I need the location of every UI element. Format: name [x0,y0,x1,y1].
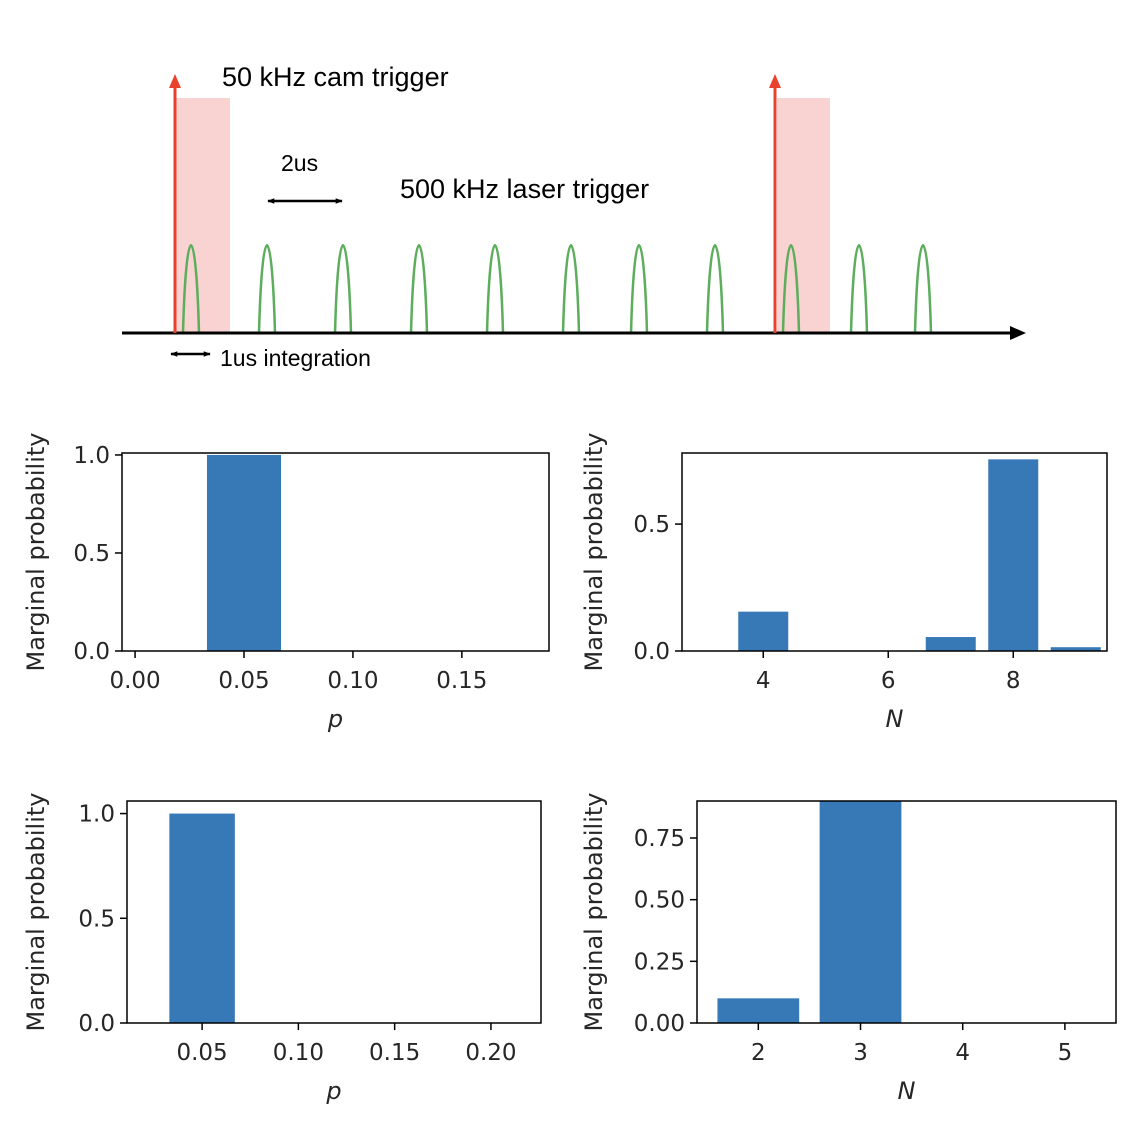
plot-frame [126,800,542,1024]
bar-2-2 [925,637,976,651]
bar-2-1 [738,611,789,651]
y-tick-label: 0.75 [634,826,685,852]
x-tick-label: 0.05 [218,668,269,694]
laser-pulse-6 [561,244,581,334]
y-axis-label: Marginal probability [580,792,608,1031]
bar-4-2 [819,801,902,1023]
x-axis-label: N [886,705,904,733]
x-tick-label: 0.15 [369,1040,420,1066]
laser-pulse-11 [913,244,933,334]
laser-pulse-4 [409,244,429,334]
cam-trigger-arrowhead-2 [769,74,781,88]
x-tick-label: 3 [853,1040,868,1066]
laser-pulse-2 [257,244,277,334]
x-tick-label: 4 [955,1040,970,1066]
x-tick-label: 0.05 [176,1040,227,1066]
period-label: 2us [281,150,318,176]
y-tick-label: 0.0 [73,639,110,665]
plot-frame [696,800,1117,1024]
y-tick-label: 0.00 [634,1011,685,1037]
laser-trigger-label: 500 kHz laser trigger [400,174,649,204]
bar-4-1 [717,998,800,1023]
x-tick-label: 0.20 [465,1040,516,1066]
bar-1-1 [206,454,282,651]
x-axis-label: N [898,1077,916,1105]
x-tick-label: 0.10 [273,1040,324,1066]
y-tick-label: 0.50 [634,888,685,914]
y-tick-label: 0.5 [73,541,110,567]
x-tick-label: 4 [756,668,771,694]
y-axis-label: Marginal probability [22,792,50,1031]
laser-pulse-9 [781,244,801,334]
chart-n-bottom: 2 3 4 5 0.00 0.25 0.50 0.75 N Marginal probabilit… [580,792,1117,1105]
cam-trigger-label: 50 kHz cam trigger [222,62,449,92]
laser-pulse-10 [849,244,869,334]
integration-label: 1us integration [220,345,371,371]
y-axis-label: Marginal probability [22,432,50,671]
laser-pulses [181,244,933,334]
x-tick-label: 8 [1006,668,1021,694]
y-tick-label: 0.0 [633,639,670,665]
laser-pulse-3 [333,244,353,334]
time-axis-arrowhead [1010,326,1026,340]
chart-p-bottom: 0.05 0.10 0.15 0.20 0.0 0.5 1.0 p Marginal proba… [22,792,542,1105]
laser-pulse-7 [629,244,649,334]
x-tick-label: 6 [881,668,896,694]
cam-trigger-arrowhead-1 [169,74,181,88]
laser-pulse-8 [705,244,725,334]
y-tick-label: 0.5 [633,512,670,538]
bar-2-3 [988,459,1039,651]
exposure-window-2 [777,98,830,333]
x-axis-label: p [327,705,343,733]
y-axis-label: Marginal probability [580,432,608,671]
x-axis-label: p [325,1077,341,1105]
y-tick-label: 0.5 [78,906,115,932]
plot-frame [681,452,1108,652]
chart-p-top: 0.00 0.05 0.10 0.15 0.0 0.5 1.0 p Marginal proba… [22,432,550,733]
y-tick-label: 1.0 [78,802,115,828]
laser-pulse-5 [485,244,505,334]
y-tick-label: 0.25 [634,949,685,975]
chart-n-top: 4 6 8 0.0 0.5 N Marginal probability [580,432,1108,733]
bar-2-4 [1050,647,1101,651]
y-tick-label: 0.0 [78,1011,115,1037]
x-tick-label: 0.10 [327,668,378,694]
plot-frame [121,452,550,652]
y-tick-label: 1.0 [73,443,110,469]
x-tick-label: 5 [1058,1040,1073,1066]
bar-3-1 [169,813,235,1023]
timing-diagram: 50 kHz cam trigger 2us 500 kHz laser tri… [122,62,1026,371]
x-tick-label: 0.00 [109,668,160,694]
x-tick-label: 0.15 [436,668,487,694]
x-tick-label: 2 [751,1040,766,1066]
laser-pulse-1 [181,244,201,334]
